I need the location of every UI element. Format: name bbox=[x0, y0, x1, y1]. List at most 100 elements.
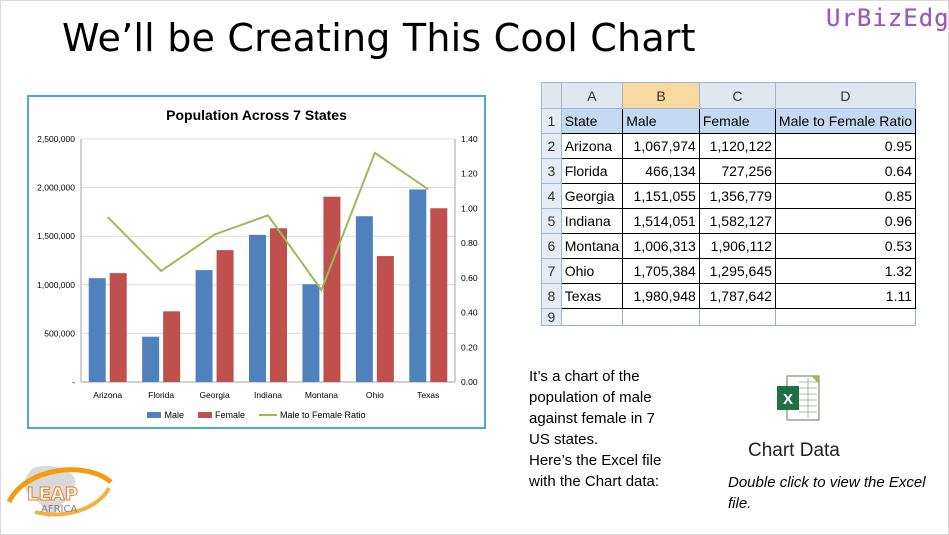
table-cell[interactable] bbox=[560, 308, 624, 326]
table-row: 1 State Male Female Male to Female Ratio bbox=[541, 108, 916, 134]
description-line: US states. bbox=[529, 431, 599, 448]
table-cell[interactable]: Georgia bbox=[560, 183, 624, 209]
bar-female bbox=[163, 311, 181, 382]
x-axis-tick-label: Montana bbox=[305, 390, 338, 400]
column-header-c[interactable]: C bbox=[698, 82, 776, 109]
header-cell[interactable]: Male bbox=[622, 108, 700, 134]
bar-female bbox=[376, 256, 394, 382]
row-number[interactable]: 4 bbox=[541, 183, 562, 209]
y-axis-tick-label: 1,500,000 bbox=[37, 231, 75, 241]
table-cell[interactable]: 466,134 bbox=[622, 158, 700, 184]
excel-icon: X bbox=[777, 375, 820, 421]
row-number[interactable]: 1 bbox=[541, 108, 562, 134]
y2-axis-tick-label: 1.00 bbox=[461, 203, 478, 213]
legend-female: Female bbox=[197, 410, 245, 420]
table-cell[interactable]: 0.53 bbox=[774, 233, 916, 259]
table-row: 3 Florida 466,134 727,256 0.64 bbox=[541, 158, 916, 184]
y-axis-tick-label: 1,000,000 bbox=[37, 280, 75, 290]
bar-male bbox=[195, 270, 213, 382]
row-number[interactable]: 2 bbox=[541, 133, 562, 159]
table-cell[interactable]: Arizona bbox=[560, 133, 624, 159]
y2-axis-tick-label: 0.20 bbox=[461, 342, 478, 352]
table-cell[interactable]: 1.32 bbox=[774, 258, 916, 284]
bar-male bbox=[409, 189, 427, 382]
row-number[interactable]: 6 bbox=[541, 233, 562, 259]
bar-female bbox=[270, 228, 287, 382]
column-header-d[interactable]: D bbox=[774, 82, 916, 109]
table-cell[interactable] bbox=[698, 308, 776, 326]
table-cell[interactable]: Florida bbox=[560, 158, 624, 184]
table-row: 9 bbox=[541, 308, 916, 326]
description-line: population of male bbox=[529, 389, 652, 406]
double-click-hint: Double click to view the Excel file. bbox=[728, 474, 926, 512]
excel-file-icon[interactable]: X bbox=[775, 372, 823, 426]
table-row: 8 Texas 1,980,948 1,787,642 1.11 bbox=[541, 283, 916, 309]
table-row: 7 Ohio 1,705,384 1,295,645 1.32 bbox=[541, 258, 916, 284]
table-cell[interactable]: 0.85 bbox=[774, 183, 916, 209]
table-cell[interactable]: 1,067,974 bbox=[622, 133, 700, 159]
table-cell[interactable]: Texas bbox=[560, 283, 624, 309]
bar-male bbox=[355, 216, 373, 382]
select-all-corner[interactable] bbox=[541, 82, 562, 109]
bar-male bbox=[249, 234, 266, 382]
bar-female bbox=[216, 250, 234, 382]
table-cell[interactable]: 1,006,313 bbox=[622, 233, 700, 259]
row-number[interactable]: 9 bbox=[541, 308, 562, 326]
x-axis-tick-label: Indiana bbox=[254, 390, 282, 400]
table-cell[interactable]: 0.96 bbox=[774, 208, 916, 234]
table-cell[interactable]: 1,582,127 bbox=[698, 208, 776, 234]
spreadsheet-snapshot[interactable]: A B C D 1 State Male Female Male to Female Ratio… bbox=[541, 82, 916, 340]
table-cell[interactable]: 1,787,642 bbox=[698, 283, 776, 309]
table-cell[interactable]: 1,514,051 bbox=[622, 208, 700, 234]
table-cell[interactable] bbox=[622, 308, 700, 326]
header-cell[interactable]: Male to Female Ratio bbox=[774, 108, 916, 134]
combo-chart[interactable]: Population Across 7 States - 500,000 1,000… bbox=[27, 95, 486, 429]
excel-file-label[interactable]: Chart Data bbox=[748, 440, 840, 461]
table-cell[interactable]: 1,295,645 bbox=[698, 258, 776, 284]
y2-axis-tick-label: 1.20 bbox=[461, 169, 478, 179]
svg-text:AFRICA: AFRICA bbox=[41, 504, 77, 515]
y2-axis-tick-label: 0.40 bbox=[461, 308, 478, 318]
table-row: 5 Indiana 1,514,051 1,582,127 0.96 bbox=[541, 208, 916, 234]
table-row: 6 Montana 1,006,313 1,906,112 0.53 bbox=[541, 233, 916, 259]
y2-axis-tick-label: 0.80 bbox=[461, 238, 478, 248]
legend-female-swatch bbox=[197, 412, 212, 418]
legend-ratio-swatch bbox=[258, 414, 277, 416]
table-cell[interactable]: 1,151,055 bbox=[622, 183, 700, 209]
table-cell[interactable]: 1,906,112 bbox=[698, 233, 776, 259]
bar-female bbox=[109, 273, 127, 382]
y-axis-tick-label: 2,500,000 bbox=[37, 134, 75, 144]
ratio-line bbox=[107, 151, 429, 293]
y-axis-tick-label: 500,000 bbox=[44, 328, 75, 338]
legend-male: Male bbox=[147, 410, 184, 420]
table-cell[interactable] bbox=[774, 308, 916, 326]
table-row: 4 Georgia 1,151,055 1,356,779 0.85 bbox=[541, 183, 916, 209]
table-cell[interactable]: 727,256 bbox=[698, 158, 776, 184]
table-cell[interactable]: 0.64 bbox=[774, 158, 916, 184]
svg-text:X: X bbox=[783, 391, 793, 408]
row-number[interactable]: 5 bbox=[541, 208, 562, 234]
bar-male bbox=[302, 284, 320, 382]
row-number[interactable]: 3 bbox=[541, 158, 562, 184]
header-cell[interactable]: Female bbox=[698, 108, 776, 134]
table-cell[interactable]: 1,120,122 bbox=[698, 133, 776, 159]
spreadsheet-table: A B C D 1 State Male Female Male to Female Ratio… bbox=[541, 82, 916, 326]
table-cell[interactable]: 1,705,384 bbox=[622, 258, 700, 284]
description-text: It’s a chart of the population of male aga… bbox=[529, 366, 689, 492]
table-cell[interactable]: Indiana bbox=[560, 208, 624, 234]
row-number[interactable]: 8 bbox=[541, 283, 562, 309]
leap-africa-logo: LEAP AFRICA bbox=[5, 462, 117, 524]
table-cell[interactable]: 0.95 bbox=[774, 133, 916, 159]
y2-axis-tick-label: 0.60 bbox=[461, 273, 478, 283]
table-cell[interactable]: Montana bbox=[560, 233, 624, 259]
x-axis-tick-label: Texas bbox=[417, 390, 439, 400]
table-cell[interactable]: 1,980,948 bbox=[622, 283, 700, 309]
table-cell[interactable]: Ohio bbox=[560, 258, 624, 284]
column-header-b[interactable]: B bbox=[622, 82, 700, 109]
bar-female bbox=[323, 196, 341, 382]
row-number[interactable]: 7 bbox=[541, 258, 562, 284]
table-cell[interactable]: 1.11 bbox=[774, 283, 916, 309]
header-cell[interactable]: State bbox=[560, 108, 624, 134]
table-cell[interactable]: 1,356,779 bbox=[698, 183, 776, 209]
column-header-a[interactable]: A bbox=[560, 82, 624, 109]
